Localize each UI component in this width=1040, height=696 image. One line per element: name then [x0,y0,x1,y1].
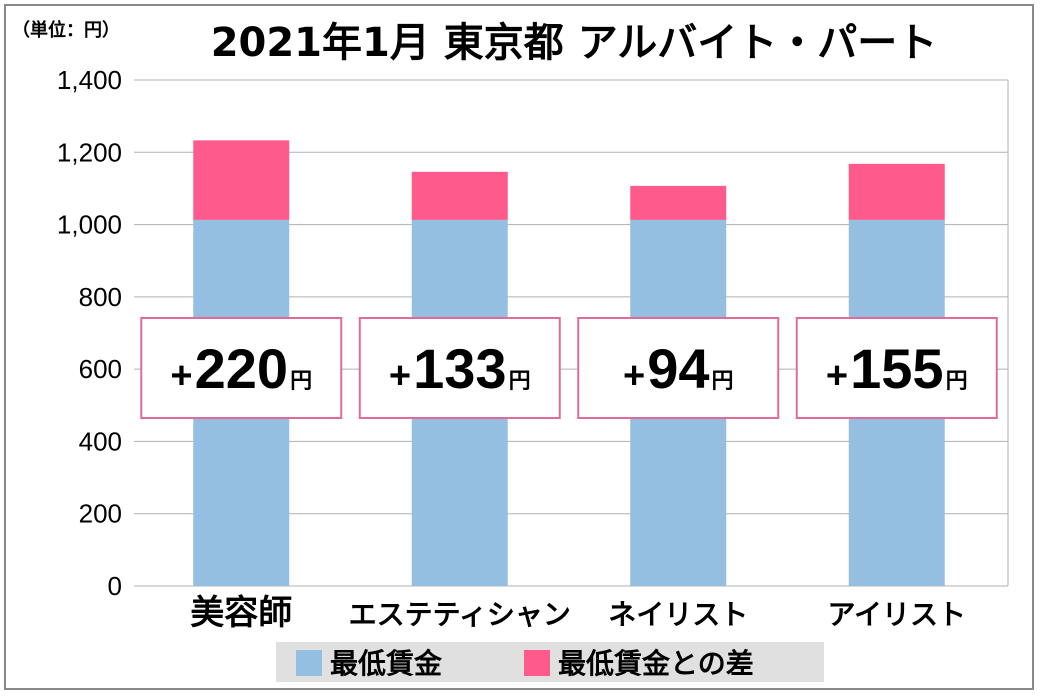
unit-label: （単位：円） [12,19,120,41]
chart-title: 2021年1月 東京都 アルバイト・パート [211,20,938,66]
badge-value: 94 [647,337,709,400]
badge-sign: + [170,355,192,397]
y-tick-label: 400 [79,426,122,456]
category-label: ネイリスト [608,598,748,631]
difference-badge: +133円 [358,317,561,419]
y-tick-label: 1,400 [57,65,122,95]
legend-label: 最低賃金 [330,647,443,680]
difference-badge: +94円 [577,317,780,419]
difference-badge: +155円 [795,317,998,419]
legend-swatch [524,650,550,676]
category-label: エステティシャン [349,598,571,631]
bar-difference [193,140,290,220]
legend-swatch [296,650,322,676]
difference-badge: +220円 [140,317,343,419]
badge-unit: 円 [946,369,968,394]
y-tick-label: 800 [79,282,122,312]
badge-text: +133円 [389,337,531,400]
badge-value: 155 [850,337,943,400]
badge-text: +155円 [826,337,968,400]
y-axis-ticks: 0 200 400 600 800 1,000 1,200 1,400 [57,65,122,601]
badge-sign: + [826,355,848,397]
bar-difference [411,171,508,220]
bar-difference [848,163,945,220]
chart-frame: （単位：円） 2021年1月 東京都 アルバイト・パート 0 200 400 600 8… [4,4,1034,690]
category-labels: 美容師 エステティシャン ネイリスト アイリスト [190,593,966,633]
category-label: アイリスト [827,598,966,631]
category-label: 美容師 [190,593,292,633]
badge-box [140,317,343,419]
bar-difference [630,185,727,220]
badge-unit: 円 [509,369,531,394]
legend-label: 最低賃金との差 [558,647,754,680]
badge-text: +220円 [170,337,312,400]
badge-sign: + [389,355,411,397]
y-tick-label: 600 [79,354,122,384]
badge-value: 220 [195,337,288,400]
badge-value: 133 [413,337,506,400]
y-tick-label: 1,200 [57,137,122,167]
y-tick-label: 200 [79,499,122,529]
badge-unit: 円 [711,369,733,394]
badge-sign: + [623,355,645,397]
badge-box [358,317,561,419]
badge-box [577,317,780,419]
badge-box [795,317,998,419]
y-tick-label: 1,000 [57,210,122,240]
badge-text: +94円 [623,337,734,400]
y-tick-label: 0 [108,571,122,601]
chart: （単位：円） 2021年1月 東京都 アルバイト・パート 0 200 400 600 8… [12,19,1009,682]
badge-unit: 円 [290,369,312,394]
difference-badges: +220円 +133円 +94円 +155円 [140,317,998,419]
legend: 最低賃金 最低賃金との差 [276,642,824,682]
